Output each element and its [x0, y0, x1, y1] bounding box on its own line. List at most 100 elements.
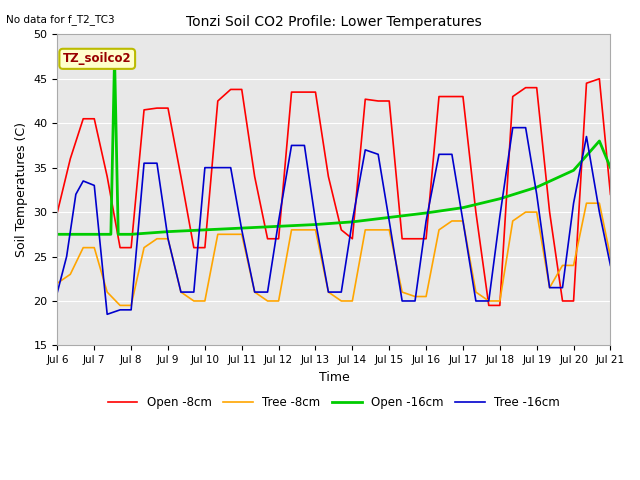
Tree -8cm	[227, 231, 234, 237]
Tree -16cm	[374, 151, 382, 157]
Tree -16cm	[90, 182, 98, 188]
Tree -8cm	[559, 263, 566, 268]
Tree -8cm	[607, 253, 614, 259]
Open -16cm	[459, 205, 467, 211]
Open -16cm	[349, 219, 356, 225]
Open -8cm	[301, 89, 308, 95]
Open -8cm	[177, 174, 185, 180]
Tree -16cm	[398, 298, 406, 304]
Tree -8cm	[238, 231, 246, 237]
Open -8cm	[533, 85, 541, 91]
Open -16cm	[496, 196, 504, 202]
Tree -8cm	[485, 298, 493, 304]
Tree -16cm	[153, 160, 161, 166]
Tree -16cm	[324, 289, 332, 295]
Tree -16cm	[596, 209, 604, 215]
Tree -8cm	[509, 218, 516, 224]
Open -8cm	[496, 302, 504, 308]
Tree -16cm	[264, 289, 271, 295]
Tree -16cm	[411, 298, 419, 304]
Tree -16cm	[116, 307, 124, 313]
Open -16cm	[54, 231, 61, 237]
Open -16cm	[312, 222, 319, 228]
Tree -8cm	[177, 289, 185, 295]
Open -16cm	[275, 223, 282, 229]
Open -16cm	[201, 227, 209, 233]
Open -8cm	[422, 236, 430, 241]
Tree -8cm	[90, 245, 98, 251]
Tree -8cm	[374, 227, 382, 233]
Tree -16cm	[459, 218, 467, 224]
Tree -16cm	[79, 178, 87, 184]
Tree -8cm	[337, 298, 345, 304]
Tree -16cm	[140, 160, 148, 166]
Title: Tonzi Soil CO2 Profile: Lower Temperatures: Tonzi Soil CO2 Profile: Lower Temperatur…	[186, 15, 482, 29]
Tree -16cm	[522, 125, 529, 131]
Open -8cm	[570, 298, 577, 304]
Tree -8cm	[140, 245, 148, 251]
Open -8cm	[411, 236, 419, 241]
Tree -8cm	[385, 227, 393, 233]
Tree -8cm	[79, 245, 87, 251]
Open -16cm	[422, 210, 430, 216]
Open -8cm	[54, 209, 61, 215]
Open -8cm	[559, 298, 566, 304]
Tree -8cm	[362, 227, 369, 233]
Tree -16cm	[533, 192, 541, 197]
Tree -8cm	[398, 289, 406, 295]
Text: TZ_soilco2: TZ_soilco2	[63, 52, 132, 65]
Tree -16cm	[177, 289, 185, 295]
Open -8cm	[214, 98, 221, 104]
Open -8cm	[374, 98, 382, 104]
Tree -8cm	[582, 200, 590, 206]
Open -8cm	[362, 96, 369, 102]
Open -16cm	[127, 231, 135, 237]
Tree -16cm	[385, 218, 393, 224]
Open -8cm	[275, 236, 282, 241]
Line: Tree -8cm: Tree -8cm	[58, 203, 611, 305]
Tree -8cm	[153, 236, 161, 241]
Open -8cm	[596, 76, 604, 82]
Open -8cm	[103, 174, 111, 180]
Line: Tree -16cm: Tree -16cm	[58, 128, 611, 314]
Tree -8cm	[472, 289, 480, 295]
Tree -16cm	[570, 200, 577, 206]
Tree -16cm	[435, 151, 443, 157]
Tree -8cm	[596, 200, 604, 206]
Tree -8cm	[201, 298, 209, 304]
Open -16cm	[533, 184, 541, 190]
Tree -16cm	[485, 298, 493, 304]
Tree -16cm	[288, 143, 296, 148]
Tree -8cm	[54, 280, 61, 286]
Tree -16cm	[509, 125, 516, 131]
Tree -8cm	[214, 231, 221, 237]
Tree -16cm	[472, 298, 480, 304]
Open -8cm	[485, 302, 493, 308]
Line: Open -16cm: Open -16cm	[58, 57, 611, 234]
Tree -8cm	[496, 298, 504, 304]
Open -8cm	[90, 116, 98, 121]
Tree -8cm	[546, 285, 554, 290]
Tree -16cm	[72, 192, 79, 197]
Tree -16cm	[127, 307, 135, 313]
Open -8cm	[79, 116, 87, 121]
Open -16cm	[607, 165, 614, 170]
Tree -8cm	[127, 302, 135, 308]
Open -16cm	[115, 231, 122, 237]
Open -8cm	[509, 94, 516, 99]
Open -16cm	[596, 138, 604, 144]
Tree -16cm	[546, 285, 554, 290]
Open -16cm	[570, 168, 577, 173]
Open -8cm	[201, 245, 209, 251]
Open -16cm	[238, 225, 246, 231]
Tree -8cm	[103, 289, 111, 295]
Open -8cm	[385, 98, 393, 104]
Open -8cm	[116, 245, 124, 251]
Tree -16cm	[103, 312, 111, 317]
Open -8cm	[251, 174, 259, 180]
X-axis label: Time: Time	[319, 371, 349, 384]
Open -8cm	[238, 86, 246, 92]
Tree -16cm	[63, 253, 70, 259]
Open -8cm	[227, 86, 234, 92]
Open -8cm	[324, 174, 332, 180]
